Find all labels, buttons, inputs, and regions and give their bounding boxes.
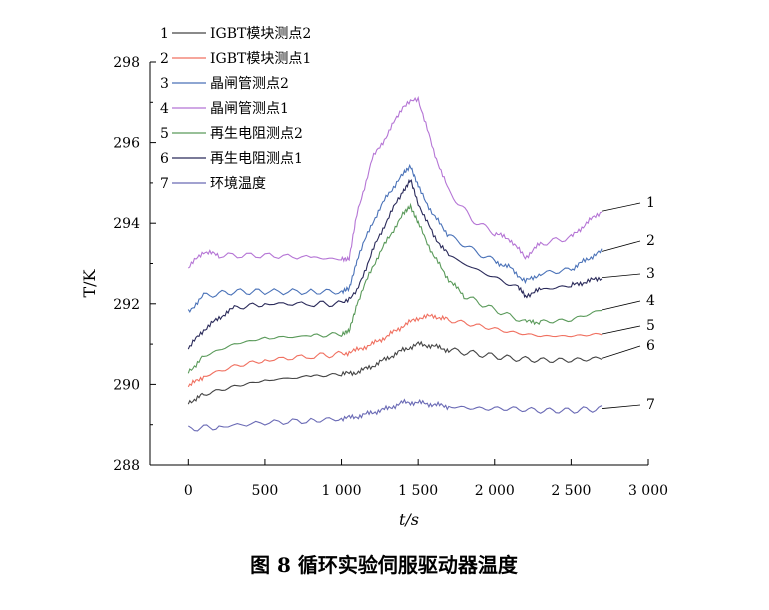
x-tick-label: 3 000	[628, 483, 668, 499]
legend-number-7: 7	[160, 176, 169, 192]
legend-label-1: IGBT模块测点2	[210, 26, 311, 42]
x-tick-label: 2 000	[475, 483, 515, 499]
end-label-4: 4	[646, 293, 655, 309]
series-line-4	[187, 95, 603, 269]
end-label-3: 3	[646, 266, 655, 282]
end-label-7: 7	[646, 397, 655, 413]
series-layer	[187, 95, 603, 432]
end-label-leader-7	[601, 404, 641, 409]
legend-label-3: 晶闸管测点2	[210, 76, 289, 92]
end-label-1: 1	[646, 195, 655, 211]
x-tick-label: 1 500	[398, 483, 438, 499]
x-tick-label: 1 000	[321, 483, 361, 499]
series-line-5	[187, 202, 603, 374]
legend-number-6: 6	[160, 151, 169, 167]
axes: 0 500 1 000 1 500 2 000 2 500 3 000 288 290 292 29…	[80, 55, 668, 529]
y-tick-label: 290	[113, 377, 140, 393]
series-line-6	[187, 178, 603, 350]
legend-number-5: 5	[160, 126, 169, 142]
legend-number-3: 3	[160, 76, 169, 92]
end-label-5: 5	[646, 318, 655, 334]
y-tick-label: 288	[113, 458, 140, 474]
legend-number-4: 4	[160, 101, 169, 117]
y-tick-label: 298	[113, 55, 140, 71]
y-tick-label: 292	[113, 297, 140, 313]
end-label-leader-6	[601, 345, 641, 359]
end-label-leader-3	[601, 273, 641, 279]
y-tick-label: 294	[113, 216, 140, 232]
legend-number-2: 2	[160, 51, 169, 67]
end-label-6: 6	[646, 338, 655, 354]
y-tick-label: 296	[113, 136, 140, 152]
end-label-leader-2	[601, 240, 641, 252]
series-end-labels: 6 5 2 1 4 3 7	[601, 195, 655, 413]
end-label-2: 2	[646, 233, 655, 249]
end-label-leader-4	[601, 300, 641, 311]
legend-label-5: 再生电阻测点2	[210, 126, 303, 142]
end-label-leader-5	[601, 325, 641, 335]
figure-caption: 图 8 循环实验伺服驱动器温度	[250, 553, 519, 577]
series-line-3	[187, 163, 603, 314]
legend-label-4: 晶闸管测点1	[210, 101, 289, 117]
end-label-leader-1	[601, 202, 641, 212]
y-axis-title: T/K	[80, 268, 99, 297]
legend-label-6: 再生电阻测点1	[210, 151, 303, 167]
legend-label-2: IGBT模块测点1	[210, 51, 311, 67]
x-tick-label: 0	[184, 483, 193, 499]
series-line-1	[187, 340, 603, 405]
legend-number-1: 1	[160, 26, 169, 42]
series-line-7	[188, 398, 603, 432]
x-tick-label: 500	[252, 483, 279, 499]
legend-label-7: 环境温度	[210, 176, 266, 192]
x-tick-label: 2 500	[551, 483, 591, 499]
x-axis-title: t/s	[399, 510, 419, 529]
series-line-2	[187, 313, 603, 388]
legend: 1 IGBT模块测点2 2 IGBT模块测点1 3 晶闸管测点2 4 晶闸管测点1 5 再生电阻测…	[160, 26, 311, 192]
